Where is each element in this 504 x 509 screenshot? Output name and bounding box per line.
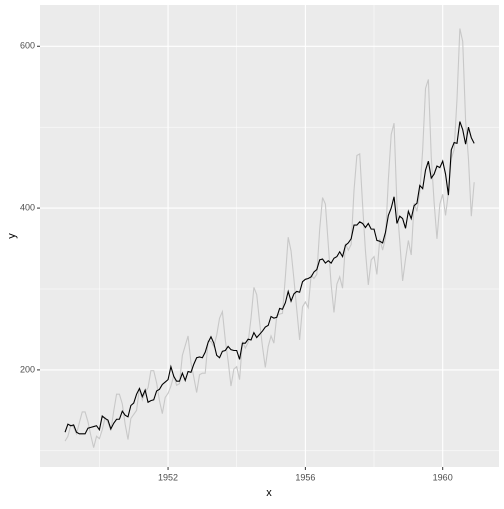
line-series [64,28,475,448]
x-tick-label: 1960 [433,472,453,482]
x-tick-label: 1952 [158,472,178,482]
y-axis-title: y [6,233,18,239]
y-tick-label: 600 [20,41,35,51]
panel [40,5,499,467]
x-tick-label: 1956 [295,472,315,482]
line-series [64,121,475,435]
y-tick-label: 400 [20,202,35,212]
y-tick-label: 200 [20,364,35,374]
x-axis-title: x [266,487,272,499]
